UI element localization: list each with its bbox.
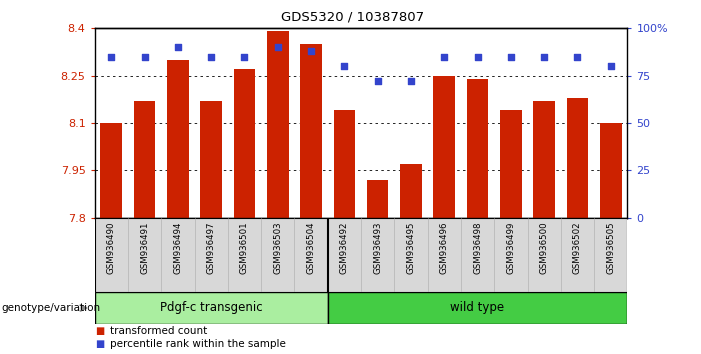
Bar [300,44,322,218]
Text: GDS5320 / 10387807: GDS5320 / 10387807 [281,11,424,24]
Point [106,54,117,59]
Point [472,54,483,59]
Text: wild type: wild type [451,302,505,314]
Text: GSM936496: GSM936496 [440,222,449,274]
Point [272,45,283,50]
Text: percentile rank within the sample: percentile rank within the sample [110,339,286,349]
Text: GSM936490: GSM936490 [107,222,116,274]
Point [439,54,450,59]
Text: GSM936492: GSM936492 [340,222,349,274]
Bar [467,79,489,218]
Bar [500,110,522,218]
Text: GSM936497: GSM936497 [207,222,216,274]
Point [306,48,317,54]
Point [172,45,184,50]
Point [339,63,350,69]
Point [372,79,383,84]
Bar [367,180,388,218]
Text: GSM936498: GSM936498 [473,222,482,274]
Text: GSM936504: GSM936504 [306,222,315,274]
Point [405,79,416,84]
Bar [267,32,289,218]
Point [139,54,150,59]
Text: GSM936499: GSM936499 [506,222,515,274]
Bar [134,101,156,218]
Text: genotype/variation: genotype/variation [1,303,100,313]
Text: GSM936505: GSM936505 [606,222,615,274]
Text: GSM936495: GSM936495 [407,222,416,274]
Text: ■: ■ [95,339,104,349]
Text: GSM936500: GSM936500 [540,222,549,274]
Text: GSM936502: GSM936502 [573,222,582,274]
Bar [95,292,327,324]
Text: transformed count: transformed count [110,326,207,336]
Point [572,54,583,59]
Bar [327,292,627,324]
Bar [566,98,588,218]
Bar [400,164,422,218]
Bar [334,110,355,218]
Bar [167,60,189,218]
Point [605,63,616,69]
Bar [233,69,255,218]
Text: GSM936491: GSM936491 [140,222,149,274]
Bar [433,76,455,218]
Bar [200,101,222,218]
Point [205,54,217,59]
Point [505,54,517,59]
Bar [100,123,122,218]
Bar [533,101,555,218]
Bar [600,123,622,218]
Point [239,54,250,59]
Text: GSM936493: GSM936493 [373,222,382,274]
Text: GSM936494: GSM936494 [173,222,182,274]
Point [538,54,550,59]
Text: Pdgf-c transgenic: Pdgf-c transgenic [160,302,262,314]
Text: ■: ■ [95,326,104,336]
Text: GSM936501: GSM936501 [240,222,249,274]
Text: GSM936503: GSM936503 [273,222,283,274]
